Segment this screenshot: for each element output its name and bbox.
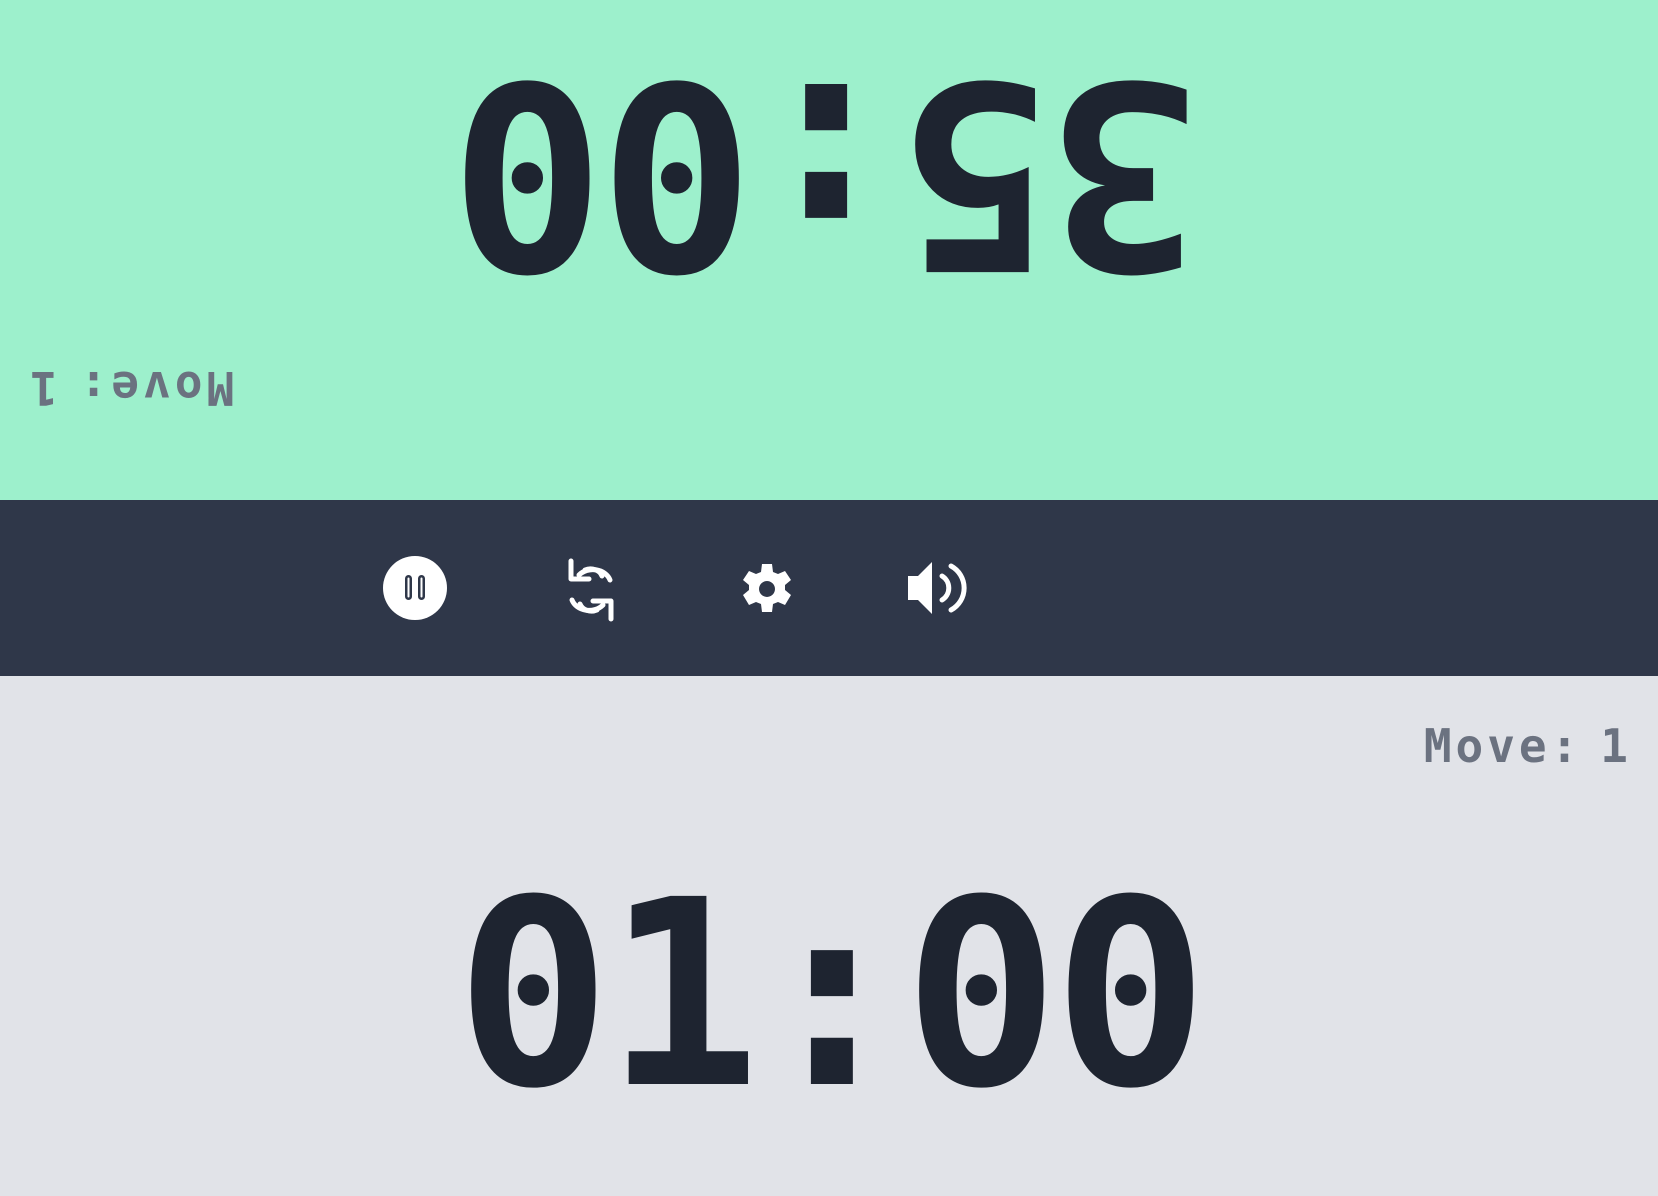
player-top-time: 35:00 [455,23,1203,323]
player-top-move-label: Move: [75,361,235,415]
player-top-rotated-content: Move: 1 35:00 [0,0,1658,500]
player-bottom-move-counter: Move: 1 [1424,722,1632,770]
player-bottom-time: 01:00 [455,845,1209,1145]
pause-circle-icon [381,554,449,622]
sound-button[interactable] [903,550,979,626]
pause-button[interactable] [377,550,453,626]
refresh-icon [557,554,625,622]
player-top-move-counter: Move: 1 [26,361,235,415]
settings-button[interactable] [729,550,805,626]
player-bottom-content: Move: 1 01:00 [0,676,1658,1196]
reset-button[interactable] [553,550,629,626]
player-bottom-panel[interactable]: Move: 1 01:00 [0,676,1658,1196]
gear-icon [733,554,801,622]
player-bottom-move-label: Move: [1423,719,1583,773]
player-bottom-move-count: 1 [1600,719,1632,773]
control-toolbar [0,500,1658,676]
volume-icon [902,554,980,622]
player-top-move-count: 1 [26,361,58,415]
player-top-panel[interactable]: Move: 1 35:00 [0,0,1658,500]
